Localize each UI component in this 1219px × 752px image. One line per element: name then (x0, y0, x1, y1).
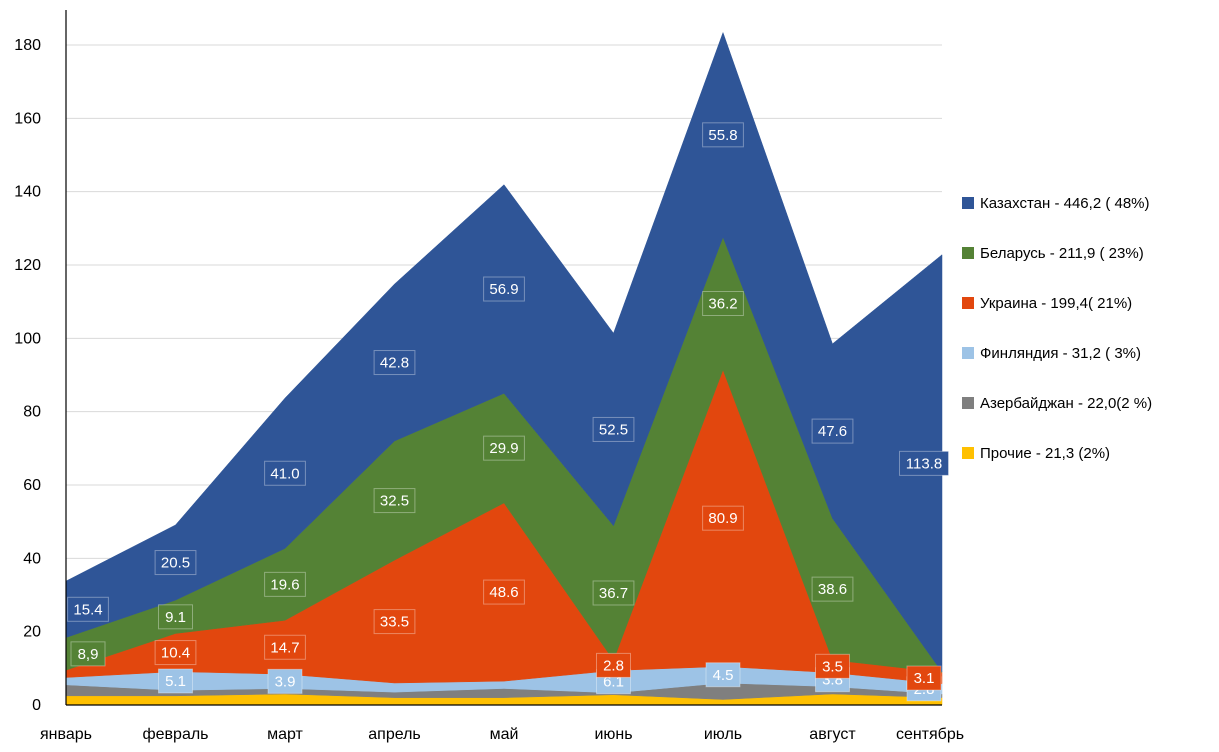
data-label: 6.1 (603, 674, 624, 691)
data-label-box (483, 435, 525, 461)
data-label: 4.5 (713, 667, 734, 684)
x-tick-label: сентябрь (896, 726, 964, 743)
data-label-box (815, 653, 850, 679)
y-tick-label: 40 (23, 550, 41, 567)
x-tick-label: март (267, 726, 303, 743)
data-label-box (596, 652, 631, 678)
data-label: 42.8 (380, 355, 409, 372)
data-label-box (811, 418, 854, 444)
y-tick-label: 160 (14, 110, 41, 127)
data-label-box (67, 596, 109, 622)
data-label: 47.6 (818, 423, 847, 440)
legend-label: Украина - 199,4( 21%) (980, 295, 1132, 312)
data-label: 14.7 (270, 639, 299, 656)
data-label: 52.5 (599, 421, 628, 438)
data-label-box (158, 668, 193, 694)
legend-swatch (962, 197, 974, 209)
x-tick-label: июнь (594, 726, 632, 743)
data-label: 5.1 (165, 673, 186, 690)
data-label: 20.5 (161, 555, 190, 572)
legend-label: Азербайджан - 22,0(2 %) (980, 395, 1152, 412)
y-tick-label: 0 (32, 697, 41, 714)
data-label: 19.6 (270, 576, 299, 593)
data-label-box (899, 450, 949, 476)
data-label-box (483, 579, 525, 605)
data-labels: 5.13.96.14.53.82.810.414.733.548.62.880.… (67, 122, 949, 702)
data-label-box (483, 276, 525, 302)
x-tick-label: август (809, 726, 856, 743)
axes: 0 20 40 60 80 100 120 140 160 180 январь февраль мар… (14, 10, 964, 743)
data-label-box (592, 416, 635, 442)
legend-swatch (962, 347, 974, 359)
data-label: 36.2 (708, 296, 737, 313)
data-label-box (705, 662, 741, 688)
legend: Казахстан - 446,2 ( 48%) Беларусь - 211,9… (962, 195, 1152, 462)
legend-swatch (962, 247, 974, 259)
data-label-box (373, 488, 416, 514)
data-label: 38.6 (818, 581, 847, 598)
legend-swatch (962, 397, 974, 409)
data-label: 3.5 (822, 658, 843, 675)
y-tick-label: 140 (14, 184, 41, 201)
data-label-box (264, 634, 306, 660)
data-label: 10.4 (161, 645, 190, 662)
data-label: 56.9 (489, 281, 518, 298)
data-label: 29.9 (489, 440, 518, 457)
data-label-box (702, 291, 744, 316)
data-label: 41.0 (270, 465, 299, 482)
x-tick-label: май (490, 726, 519, 743)
data-label-box (264, 460, 306, 486)
data-label: 2.8 (603, 657, 624, 674)
data-label-box (592, 580, 635, 606)
data-label-box (70, 641, 106, 667)
data-label: 113.8 (906, 455, 942, 472)
y-tick-label: 100 (14, 330, 41, 347)
x-tick-label: февраль (142, 726, 208, 743)
data-label-box (154, 550, 197, 576)
data-label: 80.9 (708, 510, 737, 527)
data-label: 3.1 (914, 670, 935, 687)
y-tick-label: 60 (23, 477, 41, 494)
legend-swatch (962, 297, 974, 309)
data-label-box (158, 604, 193, 630)
y-tick-label: 20 (23, 624, 41, 641)
y-tick-label: 80 (23, 404, 41, 421)
data-label-box (702, 505, 744, 531)
data-label-box (154, 640, 197, 666)
data-label: 36.7 (599, 585, 628, 602)
y-tick-label: 120 (14, 257, 41, 274)
data-label: 15.4 (73, 601, 102, 618)
legend-label: Беларусь - 211,9 ( 23%) (980, 245, 1144, 262)
legend-swatch (962, 447, 974, 459)
legend-label: Финляндия - 31,2 ( 3%) (980, 345, 1141, 362)
data-label-box (264, 571, 306, 597)
data-label: 33.5 (380, 614, 409, 631)
data-label: 32.5 (380, 493, 409, 510)
data-label-box (811, 576, 854, 602)
data-label-box (702, 122, 744, 148)
data-label: 3.9 (275, 673, 296, 690)
legend-label: Казахстан - 446,2 ( 48%) (980, 195, 1150, 212)
data-label-box (373, 350, 416, 376)
series-area (65, 31, 943, 673)
x-tick-label: апрель (368, 726, 421, 743)
data-label-box (267, 668, 303, 694)
data-label-box (373, 609, 416, 635)
data-label-box (906, 665, 942, 691)
x-tick-label: январь (40, 726, 92, 743)
data-label: 9.1 (165, 609, 186, 626)
data-label: 48.6 (489, 584, 518, 601)
legend-label: Прочие - 21,3 (2%) (980, 445, 1110, 462)
y-tick-label: 180 (14, 37, 41, 54)
x-tick-label: июль (704, 726, 742, 743)
data-label: 55.8 (708, 127, 737, 144)
data-label: 8,9 (78, 646, 99, 663)
